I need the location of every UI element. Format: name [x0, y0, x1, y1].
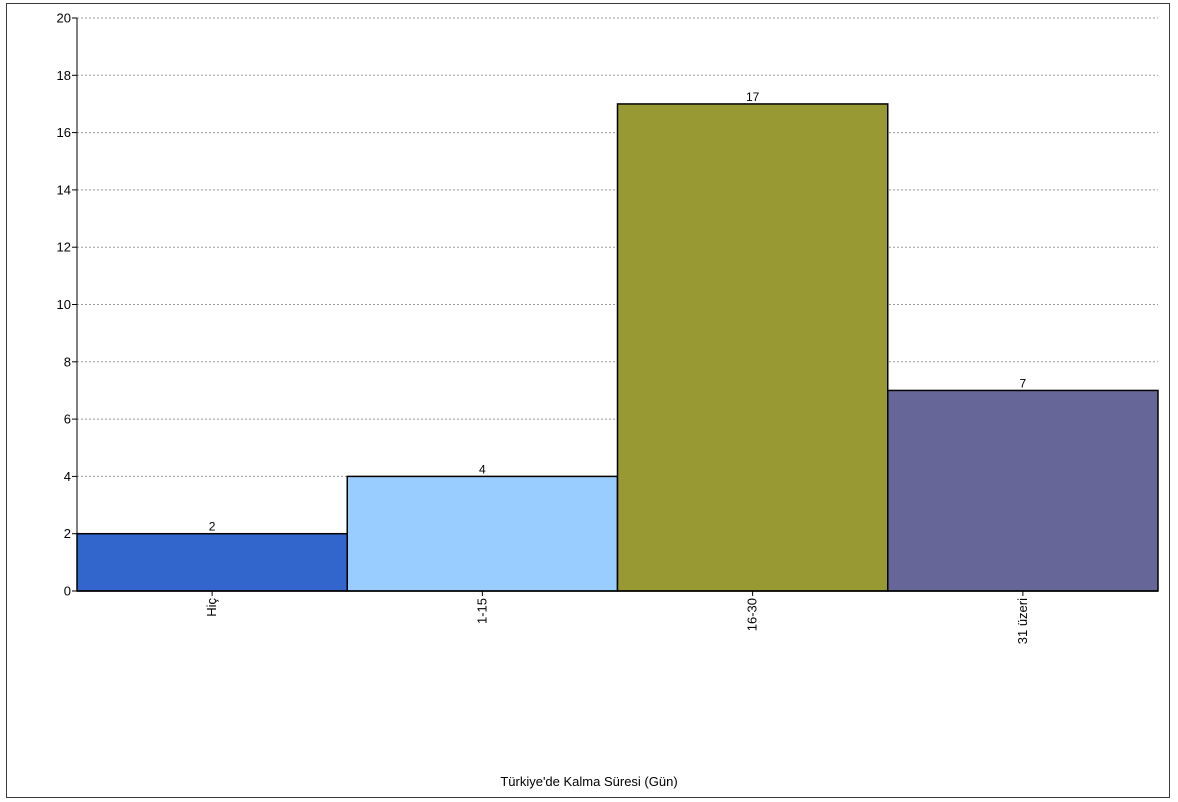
- y-tick-label: 10: [57, 297, 71, 312]
- y-tick-label: 0: [64, 584, 71, 599]
- y-tick-label: 6: [64, 412, 71, 427]
- bar: [616, 103, 889, 592]
- x-tick-label: 31 üzeri: [1015, 598, 1030, 644]
- bar: [887, 389, 1159, 592]
- bars: [76, 103, 1159, 592]
- y-tick-label: 12: [57, 240, 71, 255]
- x-tick-label: Hiç: [204, 598, 219, 617]
- y-tick-label: 18: [57, 68, 71, 83]
- y-tick-label: 8: [64, 354, 71, 369]
- y-tick-labels: 0 2 4 6 8 10 12 14 16 18 20: [57, 11, 77, 599]
- data-label: 7: [1020, 376, 1027, 390]
- y-tick-label: 14: [57, 182, 71, 197]
- y-tick-label: 4: [64, 469, 71, 484]
- data-labels: 2 4 17 7: [209, 90, 1027, 534]
- y-tick-label: 20: [57, 11, 71, 26]
- data-label: 2: [209, 520, 216, 534]
- y-tick-label: 16: [57, 125, 71, 140]
- data-label: 4: [479, 462, 486, 476]
- data-label: 17: [746, 90, 760, 104]
- bar: [346, 475, 619, 592]
- x-axis-title: Türkiye'de Kalma Süresi (Gün): [500, 774, 677, 789]
- x-tick-label: 16-30: [745, 598, 760, 631]
- x-tick-label: 1-15: [474, 598, 489, 624]
- y-tick-label: 2: [64, 526, 71, 541]
- x-tick-labels: Hiç 1-15 16-30 31 üzeri: [204, 591, 1030, 644]
- bar: [76, 532, 348, 592]
